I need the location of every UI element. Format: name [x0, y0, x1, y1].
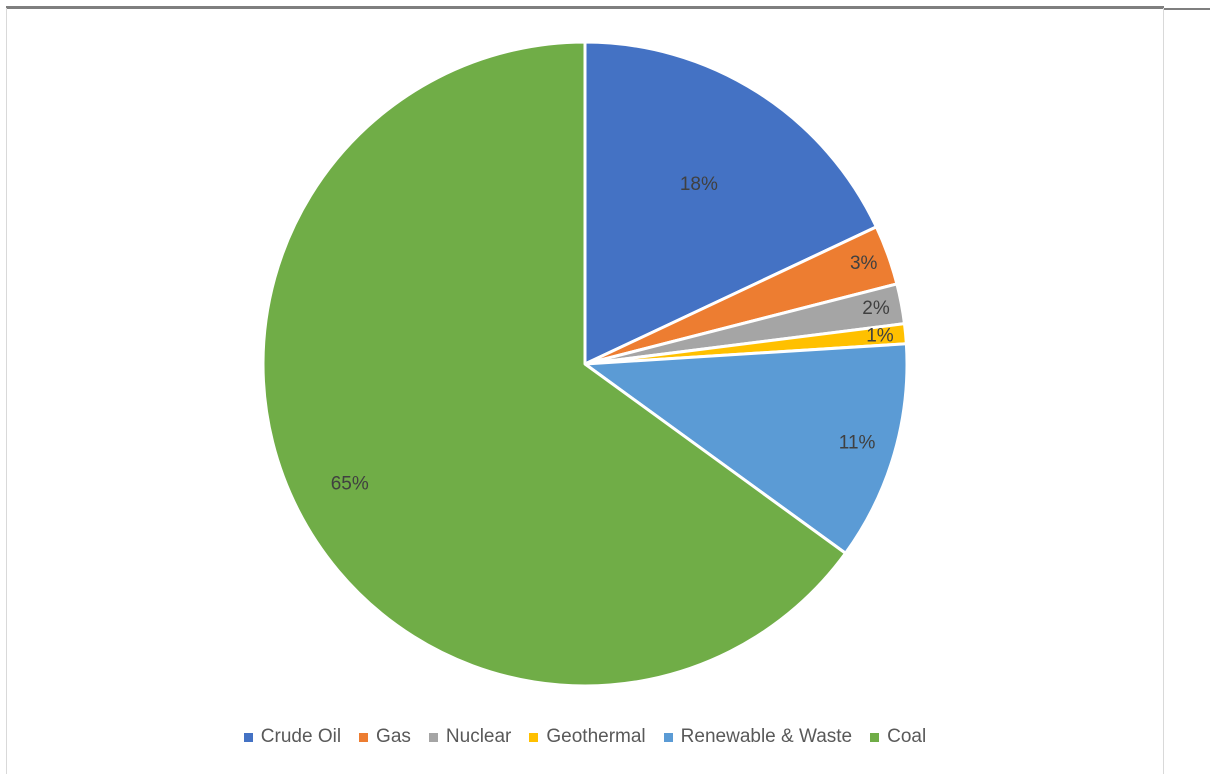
legend-item-renewable-waste: Renewable & Waste	[663, 726, 853, 748]
legend-swatch-nuclear	[428, 732, 438, 742]
legend-item-crude-oil: Crude Oil	[243, 726, 342, 748]
legend-label-gas: Gas	[376, 726, 411, 747]
legend-swatch-gas	[359, 732, 369, 742]
legend-label-nuclear: Nuclear	[445, 726, 512, 747]
chart-frame-left-border	[6, 8, 7, 774]
pie-slice-coal	[261, 40, 848, 688]
legend-label-crude-oil: Crude Oil	[260, 726, 342, 747]
chart-frame-top-border	[6, 6, 1164, 9]
legend-item-geothermal: Geothermal	[529, 726, 646, 748]
data-label-coal: 65%	[331, 473, 369, 494]
legend-swatch-geothermal	[529, 732, 539, 742]
data-label-renewable-waste: 11%	[839, 433, 876, 454]
chart-legend: Crude Oil Gas Nuclear Geothermal Renewab…	[0, 726, 1170, 748]
legend-label-coal: Coal	[887, 726, 927, 747]
pie-slice-renewable-waste	[583, 342, 909, 555]
pie-slice-crude-oil	[583, 40, 878, 366]
data-label-crude-oil: 18%	[680, 174, 718, 195]
legend-label-geothermal: Geothermal	[546, 726, 646, 747]
chart-frame-right-border	[1163, 8, 1164, 774]
legend-swatch-renewable-waste	[663, 732, 673, 742]
data-label-geothermal: 1%	[866, 326, 894, 347]
pie-slices	[261, 40, 909, 688]
data-label-nuclear: 2%	[862, 298, 890, 319]
legend-item-coal: Coal	[870, 726, 926, 748]
data-label-gas: 3%	[850, 253, 878, 274]
legend-swatch-crude-oil	[243, 732, 253, 742]
legend-label-renewable-waste: Renewable & Waste	[680, 726, 853, 747]
legend-item-nuclear: Nuclear	[428, 726, 512, 748]
legend-item-gas: Gas	[359, 726, 411, 748]
legend-swatch-coal	[870, 732, 880, 742]
pie-data-labels: 18% 3% 2% 1% 11% 65%	[331, 174, 894, 494]
chart-frame-top-border-right	[1164, 8, 1210, 10]
